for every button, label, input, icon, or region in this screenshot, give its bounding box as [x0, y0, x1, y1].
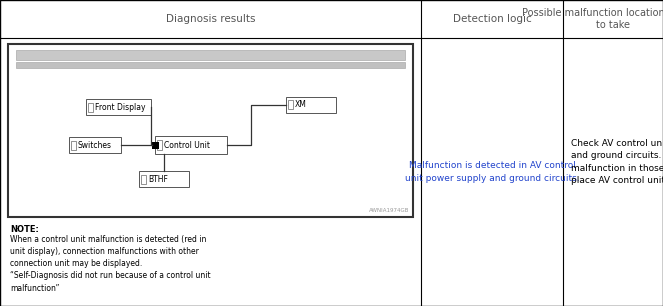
Bar [157, 140, 162, 150]
Text: Possible malfunction location / Action
to take: Possible malfunction location / Action t… [522, 8, 663, 30]
Bar [286, 97, 335, 113]
Text: When a control unit malfunction is detected (red in
unit display), connection ma: When a control unit malfunction is detec… [10, 235, 211, 293]
Bar [288, 100, 292, 109]
Bar [88, 103, 93, 112]
Bar [71, 141, 76, 150]
Bar [86, 99, 151, 115]
Bar [16, 62, 405, 68]
Bar [155, 136, 227, 154]
Text: Switches: Switches [78, 141, 112, 150]
Text: BTHF: BTHF [149, 175, 168, 184]
Text: XM: XM [294, 100, 306, 109]
Bar [141, 175, 147, 184]
Text: AWNIA1974GB: AWNIA1974GB [369, 208, 409, 213]
Text: Diagnosis results: Diagnosis results [166, 14, 255, 24]
Bar [139, 171, 190, 187]
Bar [8, 44, 413, 217]
Bar [152, 142, 158, 149]
Text: Control Unit: Control Unit [164, 141, 210, 150]
Text: Detection logic: Detection logic [453, 14, 531, 24]
Text: Front Display: Front Display [95, 103, 145, 112]
Text: NOTE:: NOTE: [10, 225, 39, 234]
Text: Malfunction is detected in AV control
unit power supply and ground circuits.: Malfunction is detected in AV control un… [404, 162, 579, 183]
Text: Check AV control unit power supply
and ground circuits. When detecting no
malfun: Check AV control unit power supply and g… [571, 139, 663, 185]
Bar [16, 50, 405, 60]
Bar [69, 137, 121, 153]
